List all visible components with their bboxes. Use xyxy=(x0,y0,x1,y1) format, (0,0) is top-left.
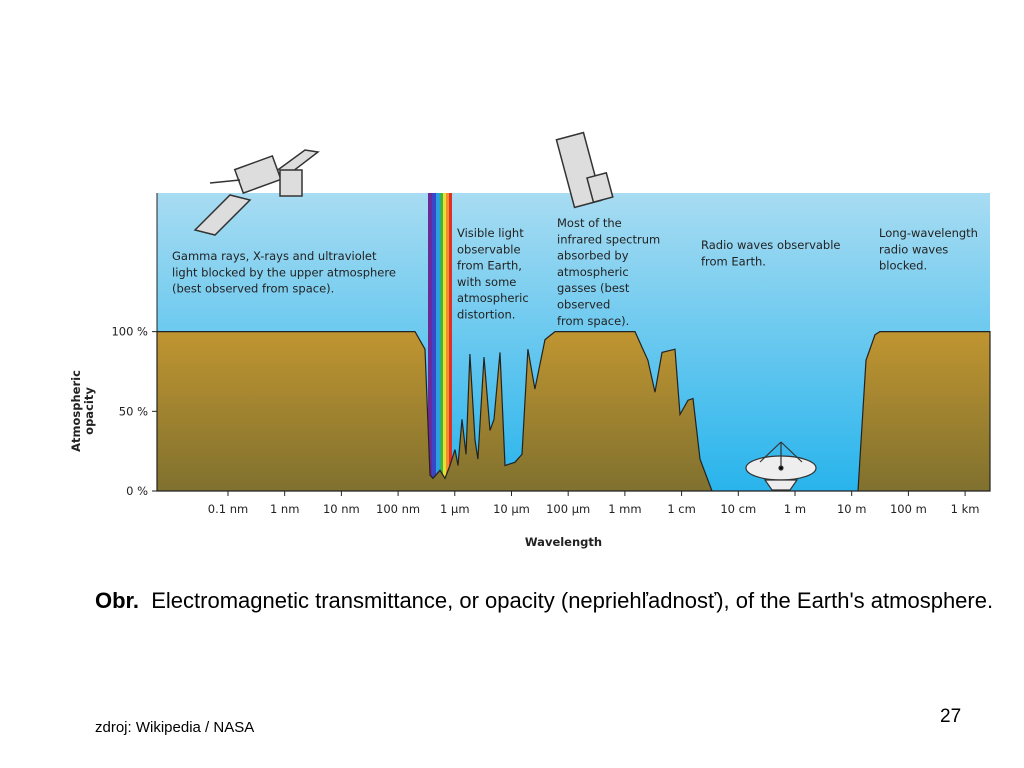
annotation: Visible light observable from Earth, with s… xyxy=(457,226,529,322)
annotation-line: with some xyxy=(457,275,516,289)
annotation-line: atmospheric xyxy=(457,291,529,305)
y-tick-label: 100 % xyxy=(111,325,148,339)
x-tick-label: 1 mm xyxy=(608,502,641,516)
annotation: Radio waves observable from Earth. xyxy=(701,238,841,268)
annotation-line: observable xyxy=(457,242,521,256)
x-tick-label: 1 µm xyxy=(440,502,470,516)
annotation-line: gasses (best xyxy=(557,281,630,295)
y-tick-label: 50 % xyxy=(119,404,148,418)
y-axis-title: Atmosphericopacity xyxy=(69,370,96,452)
annotation-line: infrared spectrum xyxy=(557,232,660,246)
annotation-line: (best observed from space). xyxy=(172,282,334,296)
x-tick-label: 1 m xyxy=(784,502,806,516)
x-tick-label: 1 cm xyxy=(667,502,696,516)
annotation-line: Most of the xyxy=(557,216,622,230)
annotation-line: Radio waves observable xyxy=(701,238,841,252)
caption-text: Electromagnetic transmittance, or opacit… xyxy=(151,588,994,613)
x-tick-label: 100 nm xyxy=(376,502,420,516)
caption-label: Obr. xyxy=(95,588,140,613)
x-tick-label: 1 nm xyxy=(270,502,299,516)
x-tick-label: 1 km xyxy=(951,502,980,516)
annotation-line: Long-wavelength xyxy=(879,226,978,240)
x-tick-label: 0.1 nm xyxy=(208,502,248,516)
annotation-line: atmospheric xyxy=(557,265,629,279)
caption: Obr. Electromagnetic transmittance, or o… xyxy=(95,585,1005,616)
annotation-line: distortion. xyxy=(457,308,515,322)
x-tick-label: 10 µm xyxy=(493,502,530,516)
x-axis-title: Wavelength xyxy=(525,535,602,549)
annotation-line: from Earth, xyxy=(457,259,522,273)
annotation-line: light blocked by the upper atmosphere xyxy=(172,265,396,279)
source: zdroj: Wikipedia / NASA xyxy=(95,719,255,736)
annotation-line: blocked. xyxy=(879,259,927,273)
annotation-line: absorbed by xyxy=(557,249,629,263)
x-tick-label: 100 µm xyxy=(546,502,590,516)
annotation-line: Gamma rays, X-rays and ultraviolet xyxy=(172,249,377,263)
annotation: Gamma rays, X-rays and ultraviolet light … xyxy=(172,249,396,296)
radio-dish-icon xyxy=(745,441,817,491)
x-tick-label: 10 cm xyxy=(720,502,756,516)
chart: 0 % 50 % 100 % 0.1 nm 1 nm 10 nm 100 nm 1 µm 10 … xyxy=(69,131,991,549)
annotation-line: from Earth. xyxy=(701,254,766,268)
annotation-line: radio waves xyxy=(879,242,948,256)
annotation-line: observed xyxy=(557,298,610,312)
annotation: Long-wavelength radio waves blocked. xyxy=(879,226,978,273)
x-tick-label: 10 m xyxy=(837,502,867,516)
y-tick-label: 0 % xyxy=(126,484,148,498)
x-tick-label: 10 nm xyxy=(323,502,360,516)
satellite-icon xyxy=(193,149,320,236)
x-tick-label: 100 m xyxy=(890,502,927,516)
y-axis-title-line: opacity xyxy=(82,387,96,435)
page-number: 27 xyxy=(940,706,962,727)
y-axis-title-line: Atmospheric xyxy=(69,370,83,452)
annotation: Most of the infrared spectrum absorbed by a… xyxy=(557,216,660,328)
telescope-icon xyxy=(555,131,614,209)
annotation-line: from space). xyxy=(557,314,629,328)
annotation-line: Visible light xyxy=(457,226,524,240)
visible-spectrum xyxy=(428,193,452,483)
